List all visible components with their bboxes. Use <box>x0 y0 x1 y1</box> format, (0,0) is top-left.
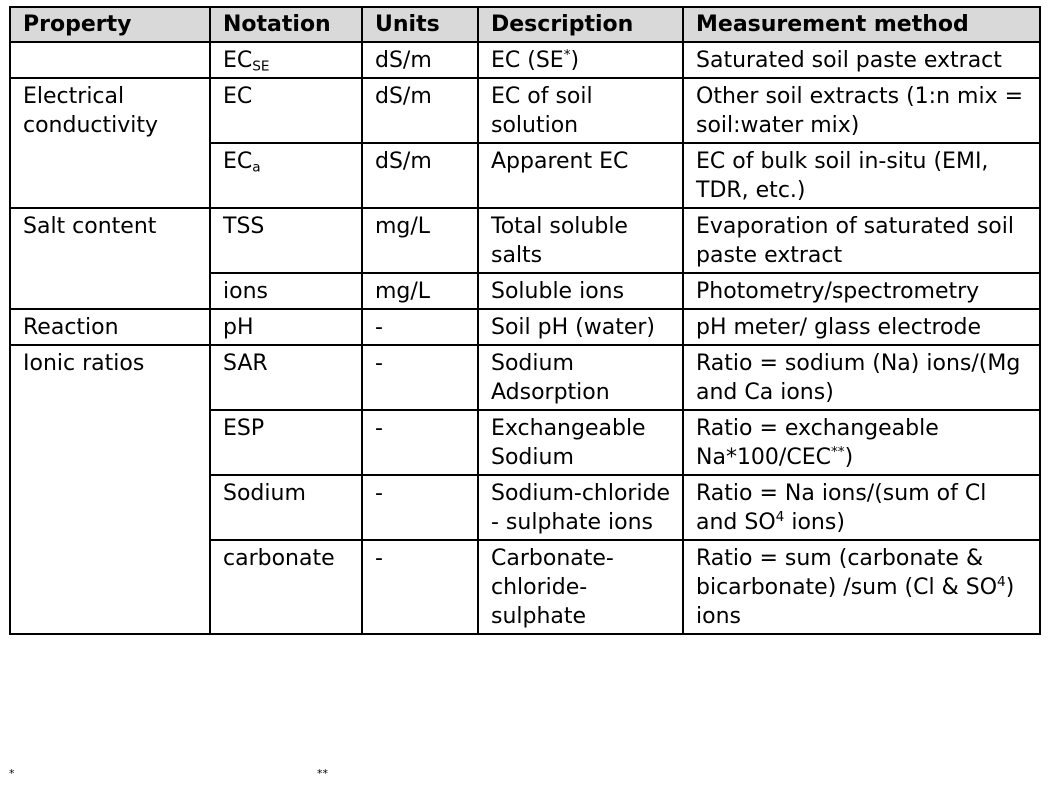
notation-base: EC <box>223 48 253 73</box>
notation-cell: EC <box>209 77 363 144</box>
units-cell: - <box>361 474 479 541</box>
notation-cell: ECSE <box>209 41 363 79</box>
notation-cell: SAR <box>209 344 363 411</box>
table-row: ECa dS/m Apparent EC EC of bulk soil in-… <box>10 142 1041 209</box>
units-cell: - <box>361 539 479 635</box>
method-cell: pH meter/ glass electrode <box>682 308 1041 346</box>
notation-cell: TSS <box>209 207 363 274</box>
table-row: ESP - Exchangeable Sodium Ratio = exchan… <box>10 409 1041 476</box>
units-cell: dS/m <box>361 41 479 79</box>
notation-subscript: a <box>252 159 261 176</box>
method-text: Ratio = sum (carbonate & bicarbonate) /s… <box>696 546 998 600</box>
method-cell: Ratio = sum (carbonate & bicarbonate) /s… <box>682 539 1041 635</box>
property-electrical-conductivity: Electrical conductivity <box>9 77 211 209</box>
units-cell: - <box>361 344 479 411</box>
soil-properties-table: Property Notation Units Description Meas… <box>9 6 1041 635</box>
method-close: ) <box>844 445 854 470</box>
method-text: Ratio = exchangeable Na*100/CEC <box>696 416 939 470</box>
method-text: Ratio = Na ions/(sum of Cl and SO <box>696 481 987 535</box>
method-cell: Evaporation of saturated soil paste extr… <box>682 207 1041 274</box>
superscript-4: 4 <box>775 508 785 525</box>
notation-subscript: SE <box>252 58 270 75</box>
header-measurement-method: Measurement method <box>682 6 1041 43</box>
method-cell: Other soil extracts (1:n mix = soil:wate… <box>682 77 1041 144</box>
description-cell: Soil pH (water) <box>477 308 684 346</box>
description-cell: Soluble ions <box>477 272 684 310</box>
table-row: ECSE dS/m EC (SE*) Saturated soil paste … <box>9 41 1041 79</box>
table-row: ions mg/L Soluble ions Photometry/spectr… <box>10 272 1041 310</box>
property-reaction: Reaction <box>9 308 211 346</box>
footnote-marker-single: * <box>9 767 15 780</box>
notation-cell: Sodium <box>209 474 363 541</box>
description-cell: EC of soil solution <box>477 77 684 144</box>
notation-cell: carbonate <box>209 539 363 635</box>
method-cell: Ratio = Na ions/(sum of Cl and SO4 ions) <box>682 474 1041 541</box>
units-cell: mg/L <box>361 207 479 274</box>
notation-cell: ions <box>209 272 363 310</box>
table-row: Salt content TSS mg/L Total soluble salt… <box>9 207 1041 310</box>
method-cell: Ratio = sodium (Na) ions/(Mg and Ca ions… <box>682 344 1041 411</box>
table-row: carbonate - Carbonate-chloride-sulphate … <box>10 539 1041 635</box>
description-text: EC (SE <box>491 48 564 73</box>
property-cell-empty <box>9 41 211 79</box>
footnote-marker: ** <box>830 443 845 460</box>
description-cell: Total soluble salts <box>477 207 684 274</box>
notation-cell: ECa <box>209 142 363 209</box>
description-cell: Apparent EC <box>477 142 684 209</box>
footnote-marker: * <box>563 46 571 63</box>
header-property: Property <box>9 6 211 43</box>
footnote-marker-double: ** <box>317 767 328 780</box>
property-ionic-ratios: Ionic ratios <box>9 344 211 635</box>
header-units: Units <box>361 6 479 43</box>
table-row: Sodium - Sodium-chloride - sulphate ions… <box>10 474 1041 541</box>
table-header-row: Property Notation Units Description Meas… <box>9 6 1041 43</box>
property-salt-content: Salt content <box>9 207 211 310</box>
description-cell: Exchangeable Sodium <box>477 409 684 476</box>
units-cell: dS/m <box>361 142 479 209</box>
table-row: Electrical conductivity EC dS/m EC of so… <box>9 77 1041 209</box>
description-cell: EC (SE*) <box>477 41 684 79</box>
description-cell: Sodium-chloride - sulphate ions <box>477 474 684 541</box>
notation-cell: pH <box>209 308 363 346</box>
header-notation: Notation <box>209 6 363 43</box>
method-close: ions) <box>784 510 845 535</box>
table-row: Ionic ratios SAR - Sodium Adsorption Rat… <box>9 344 1041 635</box>
description-cell: Carbonate-chloride-sulphate <box>477 539 684 635</box>
method-cell: EC of bulk soil in-situ (EMI, TDR, etc.) <box>682 142 1041 209</box>
description-close: ) <box>570 48 580 73</box>
description-cell: Sodium Adsorption <box>477 344 684 411</box>
header-description: Description <box>477 6 684 43</box>
units-cell: mg/L <box>361 272 479 310</box>
table-row: Reaction pH - Soil pH (water) pH meter/ … <box>9 308 1041 346</box>
superscript-4: 4 <box>997 573 1006 590</box>
method-cell: Saturated soil paste extract <box>682 41 1041 79</box>
method-cell: Photometry/spectrometry <box>682 272 1041 310</box>
method-close: ) ions <box>696 575 1015 629</box>
notation-base: EC <box>223 149 253 174</box>
units-cell: - <box>361 409 479 476</box>
units-cell: - <box>361 308 479 346</box>
units-cell: dS/m <box>361 77 479 144</box>
notation-cell: ESP <box>209 409 363 476</box>
method-cell: Ratio = exchangeable Na*100/CEC**) <box>682 409 1041 476</box>
